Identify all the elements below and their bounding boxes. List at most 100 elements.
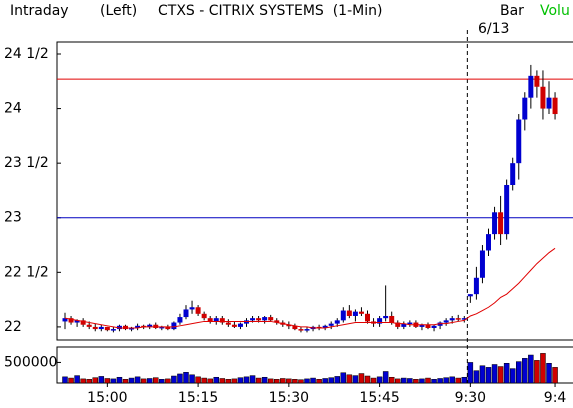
- candle-body: [322, 325, 328, 328]
- volume-bar: [419, 378, 425, 384]
- volume-bar: [425, 377, 431, 384]
- candle-body: [177, 317, 183, 323]
- volume-bar: [249, 375, 256, 384]
- candle-body: [262, 317, 268, 321]
- candle-body: [340, 310, 346, 321]
- candle-body: [256, 318, 262, 321]
- candle-body: [552, 97, 558, 115]
- candle-body: [346, 310, 352, 316]
- volume-bar: [165, 378, 171, 384]
- volume-bar: [116, 376, 123, 384]
- volume-bar: [231, 378, 238, 384]
- candle-body: [395, 322, 401, 327]
- volume-bar: [395, 378, 401, 384]
- x-tick-label: 15:00: [87, 390, 127, 406]
- volume-bar: [340, 372, 347, 384]
- volume-bar: [388, 376, 395, 384]
- volume-bar: [92, 377, 98, 384]
- volume-bar: [122, 379, 129, 384]
- volume-bar: [171, 375, 177, 384]
- volume-bar: [159, 379, 165, 384]
- volume-bar: [401, 377, 407, 384]
- candle-body: [467, 294, 473, 297]
- volume-bar: [195, 376, 201, 384]
- volume-bar: [80, 378, 86, 384]
- header-bar: Bar: [500, 3, 524, 19]
- candle-body: [207, 318, 213, 322]
- candle-body: [147, 324, 153, 327]
- candle-body: [377, 318, 383, 324]
- volume-bar: [110, 378, 117, 384]
- candle-body: [516, 119, 522, 164]
- candle-body: [492, 212, 498, 235]
- volume-bar: [485, 367, 492, 384]
- candle-body: [425, 324, 431, 328]
- volume-bar: [304, 378, 310, 384]
- y-tick-label: 22: [4, 319, 22, 335]
- volume-bar: [267, 378, 274, 384]
- volume-bar: [310, 377, 316, 384]
- candle-body: [389, 315, 395, 323]
- volume-bar: [358, 373, 365, 384]
- volume-bar: [74, 375, 80, 384]
- volume-bar: [437, 378, 443, 384]
- y-tick-label: 24 1/2: [4, 46, 49, 62]
- candle-body: [213, 318, 219, 322]
- x-tick-label: 15:30: [269, 390, 309, 406]
- volume-bar: [153, 377, 159, 384]
- candle-body: [68, 318, 74, 323]
- volume-bar: [461, 376, 468, 384]
- candle-body: [98, 326, 104, 330]
- candle-body: [201, 313, 207, 319]
- candle-body: [443, 320, 449, 323]
- candle-body: [286, 324, 292, 327]
- candle-body: [504, 184, 510, 235]
- candle-body: [534, 75, 540, 87]
- volume-bar: [364, 375, 371, 384]
- candle-body: [431, 325, 437, 328]
- candle-body: [334, 320, 340, 324]
- volume-bar: [376, 376, 383, 384]
- candle-body: [183, 309, 189, 318]
- candle-body: [92, 326, 98, 330]
- volume-bar: [207, 378, 213, 384]
- candle-body: [274, 320, 280, 323]
- volume-bar: [128, 377, 135, 384]
- volume-bar: [431, 379, 437, 384]
- candle-body: [473, 277, 479, 295]
- candle-body: [237, 323, 243, 327]
- date-label: 6/13: [478, 21, 509, 37]
- candle-body: [486, 234, 491, 251]
- volume-bar: [286, 378, 292, 384]
- volume-bar: [370, 377, 377, 384]
- candle-body: [153, 324, 159, 328]
- candle-body: [522, 97, 528, 120]
- candle-body: [298, 329, 304, 331]
- volume-bar: [201, 377, 207, 384]
- candle-body: [540, 86, 546, 109]
- header-title: CTXS - CITRIX SYSTEMS (1-Min): [158, 3, 382, 19]
- candle-body: [510, 163, 516, 185]
- volume-bar: [280, 378, 286, 384]
- candle-body: [116, 325, 122, 330]
- volume-bar: [255, 377, 262, 384]
- candle-body: [62, 318, 68, 322]
- y-tick-label: 23 1/2: [4, 155, 49, 171]
- volume-bar: [86, 379, 92, 384]
- candle-body: [292, 325, 298, 330]
- y-tick-label: 22 1/2: [4, 264, 49, 280]
- volume-bar: [328, 377, 334, 384]
- candle-body: [74, 320, 80, 323]
- candle-body: [231, 324, 237, 327]
- volume-bar: [449, 376, 455, 384]
- candle-body: [244, 320, 249, 324]
- volume-bar: [177, 373, 183, 384]
- candle-body: [352, 311, 358, 316]
- volume-bar: [503, 363, 510, 384]
- candle-body: [358, 311, 364, 314]
- volume-bar: [497, 366, 504, 384]
- volume-bar: [352, 375, 359, 384]
- volume-bar: [292, 379, 298, 384]
- candle-body: [383, 315, 389, 319]
- volume-bar: [479, 365, 486, 384]
